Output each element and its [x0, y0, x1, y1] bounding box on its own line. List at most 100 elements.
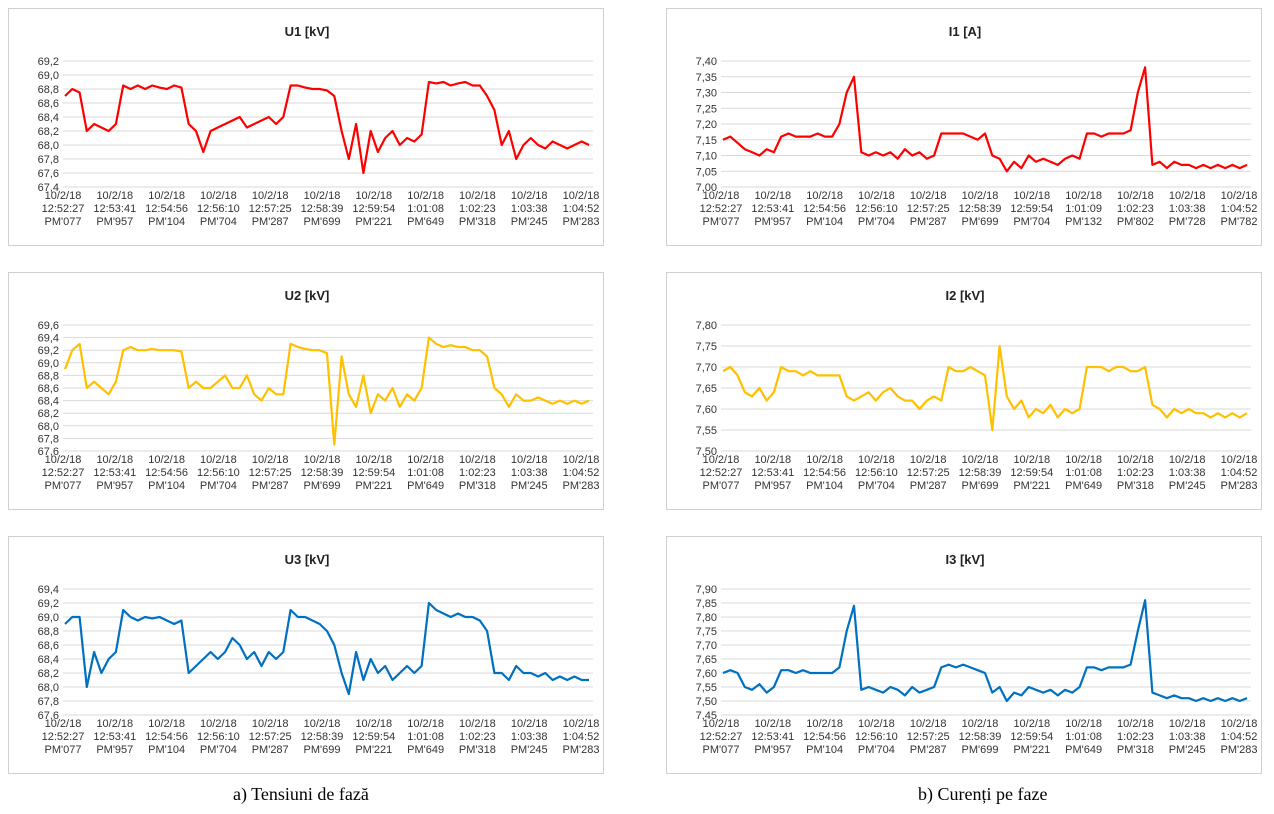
x-tick-label: 12:54:56 — [145, 203, 188, 215]
chart-i2: I2 [kV] 7,50 7,55 7,60 7,65 7,70 7,75 7,80 10/2/… — [696, 288, 1258, 492]
y-tick-label: 7,65 — [696, 383, 717, 395]
x-tick-label: 10/2/18 — [1221, 718, 1258, 730]
chart-title: I1 [A] — [949, 24, 982, 39]
x-tick-label: PM'699 — [962, 216, 999, 228]
x-tick-label: 10/2/18 — [252, 718, 289, 730]
x-tick-label: 12:52:27 — [700, 203, 743, 215]
x-tick-label: 12:52:27 — [42, 203, 85, 215]
chart-title: U3 [kV] — [285, 552, 330, 567]
x-tick-label: 12:58:39 — [959, 203, 1002, 215]
x-tick-label: 12:53:41 — [751, 203, 794, 215]
y-tick-label: 7,60 — [696, 404, 717, 416]
x-tick-label: PM'699 — [304, 744, 341, 756]
x-tick-label: PM'649 — [407, 480, 444, 492]
x-tick-label: PM'957 — [96, 744, 133, 756]
x-tick-label: PM'699 — [304, 216, 341, 228]
caption-phase-voltages: a) Tensiuni de fază — [233, 784, 369, 804]
x-tick-label: 12:54:56 — [803, 731, 846, 743]
y-tick-label: 67,8 — [38, 696, 59, 708]
x-tick-label: PM'221 — [355, 744, 392, 756]
x-tick-label: 12:58:39 — [959, 467, 1002, 479]
x-tick-label: PM'649 — [1065, 480, 1102, 492]
x-tick-label: 12:59:54 — [352, 467, 395, 479]
x-tick-label: 10/2/18 — [1013, 190, 1050, 202]
x-tick-label: 12:54:56 — [145, 731, 188, 743]
x-tick-label: 12:57:25 — [249, 203, 292, 215]
x-tick-label: 10/2/18 — [355, 190, 392, 202]
x-tick-label: 10/2/18 — [1117, 190, 1154, 202]
x-tick-label: 1:01:08 — [407, 467, 444, 479]
x-tick-label: 12:56:10 — [855, 203, 898, 215]
chart-title: U2 [kV] — [285, 288, 330, 303]
x-tick-label: 10/2/18 — [910, 454, 947, 466]
y-tick-label: 69,0 — [38, 612, 59, 624]
x-tick-label: 1:03:38 — [511, 467, 548, 479]
y-tick-label: 7,05 — [696, 166, 717, 178]
x-tick-label: 12:53:41 — [751, 467, 794, 479]
x-tick-label: 10/2/18 — [1221, 454, 1258, 466]
x-tick-label: PM'245 — [1169, 744, 1206, 756]
y-tick-label: 7,60 — [696, 668, 717, 680]
y-tick-label: 7,25 — [696, 103, 717, 115]
x-tick-label: PM'704 — [858, 216, 895, 228]
x-tick-label: 1:02:23 — [1117, 731, 1154, 743]
x-tick-label: 1:02:23 — [459, 731, 496, 743]
caption-phase-currents: b) Curenți pe faze — [918, 784, 1048, 804]
y-tick-label: 68,2 — [38, 668, 59, 680]
series-line — [64, 601, 589, 696]
x-tick-label: 12:52:27 — [700, 467, 743, 479]
x-tick-label: 10/2/18 — [200, 718, 237, 730]
x-tick-label: 10/2/18 — [1169, 718, 1206, 730]
series-line — [722, 599, 1248, 703]
x-tick-label: 10/2/18 — [511, 190, 548, 202]
y-tick-label: 7,85 — [696, 598, 717, 610]
x-tick-label: 10/2/18 — [703, 718, 740, 730]
series-line — [63, 336, 590, 446]
y-tick-label: 67,6 — [38, 168, 59, 180]
x-tick-label: 10/2/18 — [96, 190, 133, 202]
x-tick-label: 10/2/18 — [304, 718, 341, 730]
y-tick-label: 7,20 — [696, 119, 717, 131]
x-tick-label: 10/2/18 — [407, 190, 444, 202]
x-tick-label: 12:57:25 — [907, 731, 950, 743]
y-tick-label: 7,55 — [696, 425, 717, 437]
y-tick-label: 68,6 — [38, 98, 59, 110]
y-tick-label: 68,6 — [38, 640, 59, 652]
x-tick-label: PM'318 — [459, 216, 496, 228]
x-tick-label: 10/2/18 — [754, 454, 791, 466]
series-line — [722, 344, 1248, 432]
chart-panel-u3: U3 [kV] 67,6 67,8 68,0 68,2 68,4 68,6 68,8 69,0 6… — [8, 536, 604, 774]
x-tick-label: 10/2/18 — [1013, 454, 1050, 466]
chart-u1: U1 [kV] 67,4 67,6 67,8 68,0 68,2 68,4 68,6 68,8 6… — [38, 24, 600, 228]
x-tick-label: 10/2/18 — [459, 718, 496, 730]
y-tick-label: 67,8 — [38, 154, 59, 166]
x-tick-label: 10/2/18 — [407, 454, 444, 466]
x-tick-label: 10/2/18 — [858, 454, 895, 466]
x-tick-label: 12:56:10 — [855, 467, 898, 479]
x-tick-label: PM'287 — [252, 744, 289, 756]
x-tick-label: PM'649 — [407, 744, 444, 756]
x-tick-label: 12:56:10 — [197, 731, 240, 743]
x-tick-label: PM'287 — [252, 480, 289, 492]
x-tick-label: PM'104 — [806, 744, 843, 756]
x-tick-label: 10/2/18 — [200, 454, 237, 466]
x-tick-label: 1:04:52 — [563, 203, 600, 215]
x-tick-label: 10/2/18 — [962, 718, 999, 730]
x-tick-label: 10/2/18 — [304, 190, 341, 202]
x-tick-label: 10/2/18 — [1221, 190, 1258, 202]
y-tick-label: 7,00 — [696, 182, 717, 194]
x-tick-label: PM'104 — [806, 480, 843, 492]
x-tick-label: PM'283 — [563, 216, 600, 228]
x-tick-label: 1:01:08 — [407, 731, 444, 743]
x-tick-label: 1:03:38 — [1169, 203, 1206, 215]
series-line — [722, 66, 1248, 173]
x-tick-label: PM'649 — [1065, 744, 1102, 756]
x-tick-label: PM'957 — [754, 216, 791, 228]
x-tick-label: PM'287 — [910, 480, 947, 492]
x-tick-label: PM'957 — [754, 480, 791, 492]
x-tick-label: 10/2/18 — [1065, 718, 1102, 730]
chart-u2: U2 [kV]67,667,868,068,268,468,668,869,06… — [38, 288, 600, 492]
x-tick-label: 12:54:56 — [803, 203, 846, 215]
x-tick-label: PM'221 — [1013, 744, 1050, 756]
x-tick-label: 10/2/18 — [563, 454, 600, 466]
